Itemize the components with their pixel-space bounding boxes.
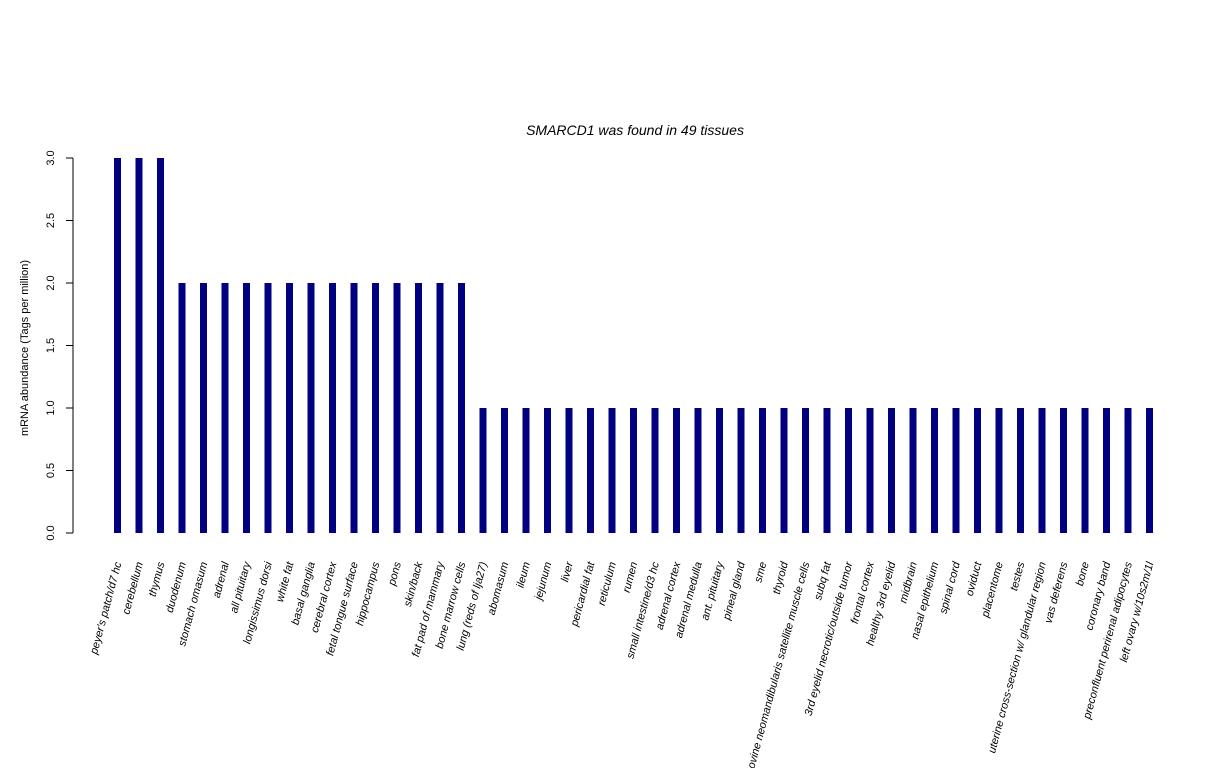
bar [608,408,616,533]
bar [415,283,422,533]
bar [135,158,143,533]
x-tick-label: placentome [979,561,1006,620]
x-tick-label: rumen [621,561,641,594]
x-tick-label: reticulum [596,561,619,607]
bar [673,408,680,533]
x-tick-label: spinal cord [938,560,964,615]
bar [350,283,358,533]
bar [307,283,315,533]
y-tick-label: 2.0 [45,275,57,290]
bar [458,283,465,533]
bar [264,283,272,533]
x-tick-label: cerebellum [120,561,146,616]
bar [1081,408,1089,533]
bar [114,158,121,533]
x-tick-label: white fat [274,560,296,604]
bar [780,408,788,533]
y-axis: 0.0 0.5 1.0 1.5 2.0 2.5 3.0 [45,150,74,541]
x-tick-label: liver [559,559,576,583]
bar [565,408,573,533]
bar [802,408,809,533]
bar [651,408,659,533]
x-tick-label: sme [752,561,769,584]
bars-group [114,158,1153,533]
bar [501,408,508,533]
x-tick-label: 3rd eyelid necrotic/outside tumor [803,559,856,717]
x-tick-label: all pituitary [228,559,254,614]
bar [995,408,1003,533]
y-axis-label: mRNA abundance (Tags per million) [19,260,31,436]
x-tick-label: thymus [147,560,168,598]
bar [974,408,981,533]
y-tick-label: 3.0 [45,150,57,165]
bar [694,408,702,533]
x-tick-label: subq fat [812,560,834,602]
bar [909,408,917,533]
x-tick-label: midbrain [897,561,920,605]
x-tick-label: adrenal [211,560,232,599]
bar [522,408,530,533]
x-tick-label: thyroid [771,560,791,596]
y-tick-label: 0.5 [45,463,57,478]
x-tick-label: oviduct [964,560,985,598]
y-tick-label: 1.0 [45,400,57,415]
x-tick-label: skin/back [402,560,426,608]
x-tick-label: abomasum [486,561,512,617]
bar [1017,408,1024,533]
bar [1124,408,1132,533]
bar [436,283,444,533]
x-tick-label: bone [1074,561,1092,588]
bar [952,408,960,533]
bar [221,283,229,533]
bar [479,408,487,533]
y-tick-label: 0.0 [45,525,57,540]
bar [243,283,250,533]
bar [544,408,551,533]
x-tick-label: ileum [515,561,533,590]
x-tick-label: peyer's patch/d7 hc [88,560,125,656]
bar [737,408,745,533]
bar [1060,408,1067,533]
chart-title: SMARCD1 was found in 49 tissues [526,122,744,138]
bar [845,408,852,533]
bar [1103,408,1110,533]
bar [393,283,401,533]
bar [931,408,938,533]
x-tick-label: jejunum [532,561,554,603]
bar [759,408,766,533]
bar [823,408,831,533]
bar [372,283,379,533]
bar [200,283,207,533]
bar [888,408,895,533]
bar [630,408,637,533]
x-tick-label: duodenum [164,561,189,614]
bar [329,283,336,533]
bar [178,283,186,533]
bar [157,158,164,533]
y-tick-label: 1.5 [45,338,57,353]
bar [1038,408,1046,533]
x-tick-label: testes [1008,560,1027,592]
x-tick-label: pons [386,560,404,588]
bar [587,408,594,533]
y-tick-label: 2.5 [45,213,57,228]
bar [866,408,874,533]
bar [1146,408,1153,533]
bar [286,283,293,533]
bar [716,408,723,533]
